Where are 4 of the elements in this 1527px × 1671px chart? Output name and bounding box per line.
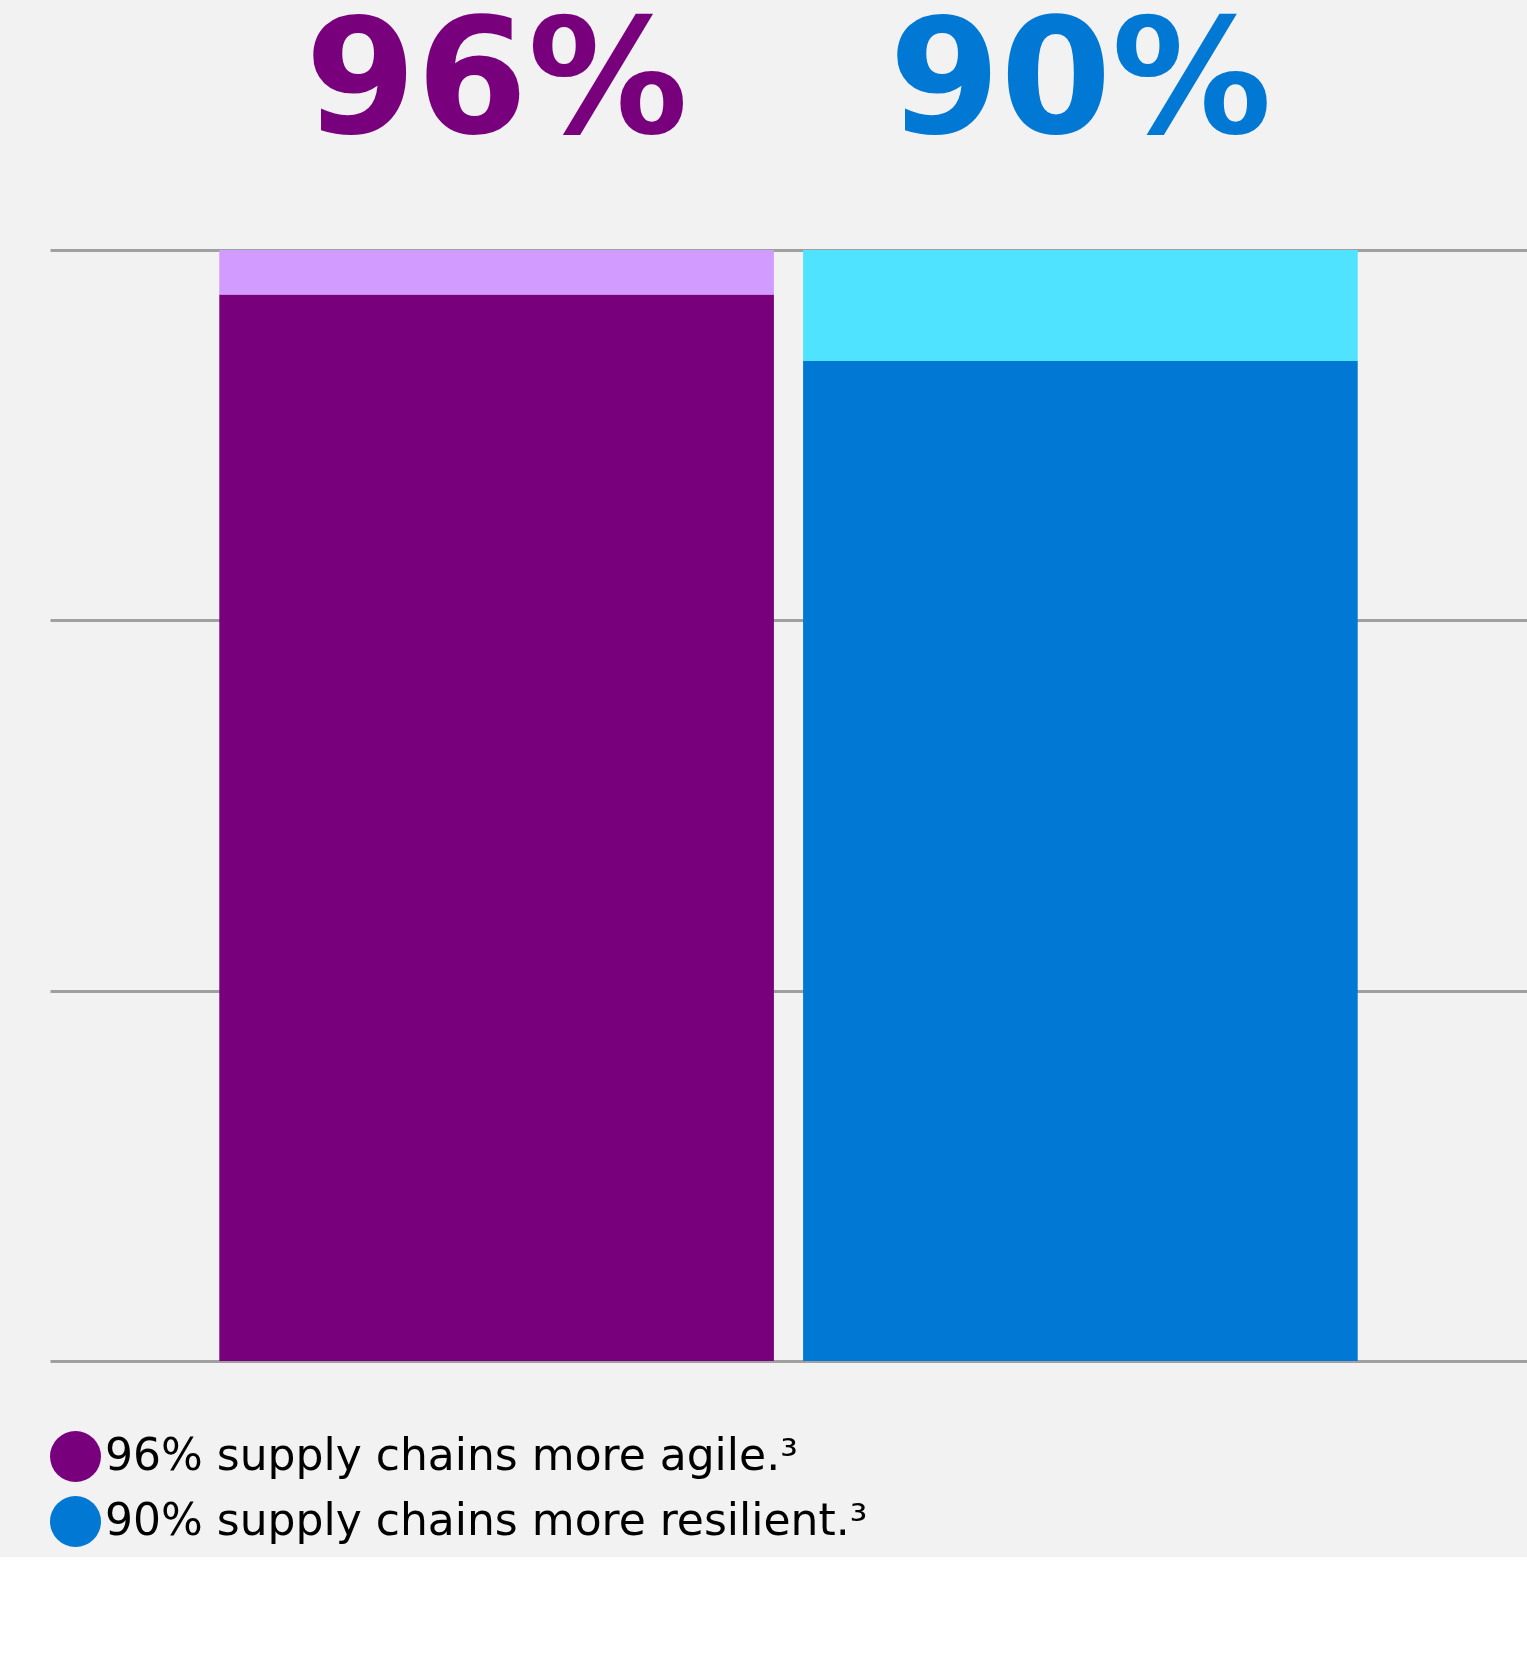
legend-label: 96% supply chains more agile.³	[105, 1428, 798, 1480]
data-label: 96%	[305, 0, 689, 171]
data-label: 90%	[888, 0, 1272, 171]
legend-label: 90% supply chains more resilient.³	[105, 1493, 868, 1545]
